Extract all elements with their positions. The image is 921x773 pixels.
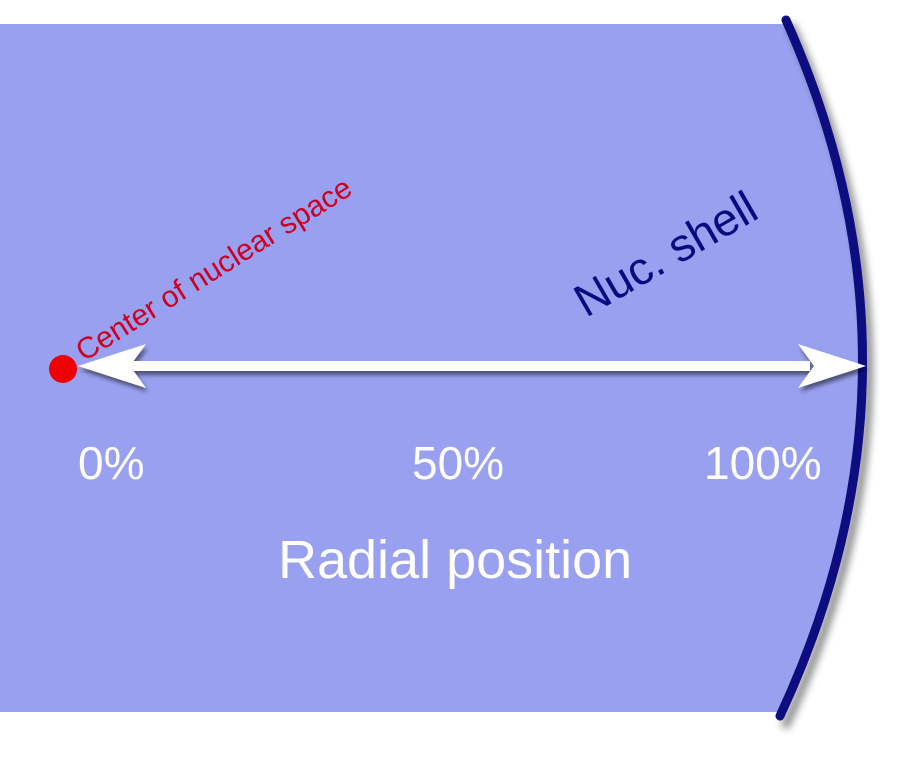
center-dot xyxy=(49,355,77,383)
arrow-head-left xyxy=(78,344,146,388)
tick-label-50: 50% xyxy=(412,437,504,489)
radial-double-arrow xyxy=(78,344,866,388)
radial-position-label: Radial position xyxy=(278,530,632,590)
tick-label-100: 100% xyxy=(704,437,822,489)
nuclear-shell-arc xyxy=(775,15,867,721)
arrow-shaft xyxy=(130,361,810,371)
arrow-head-right xyxy=(798,344,866,388)
tick-label-0: 0% xyxy=(78,437,144,489)
